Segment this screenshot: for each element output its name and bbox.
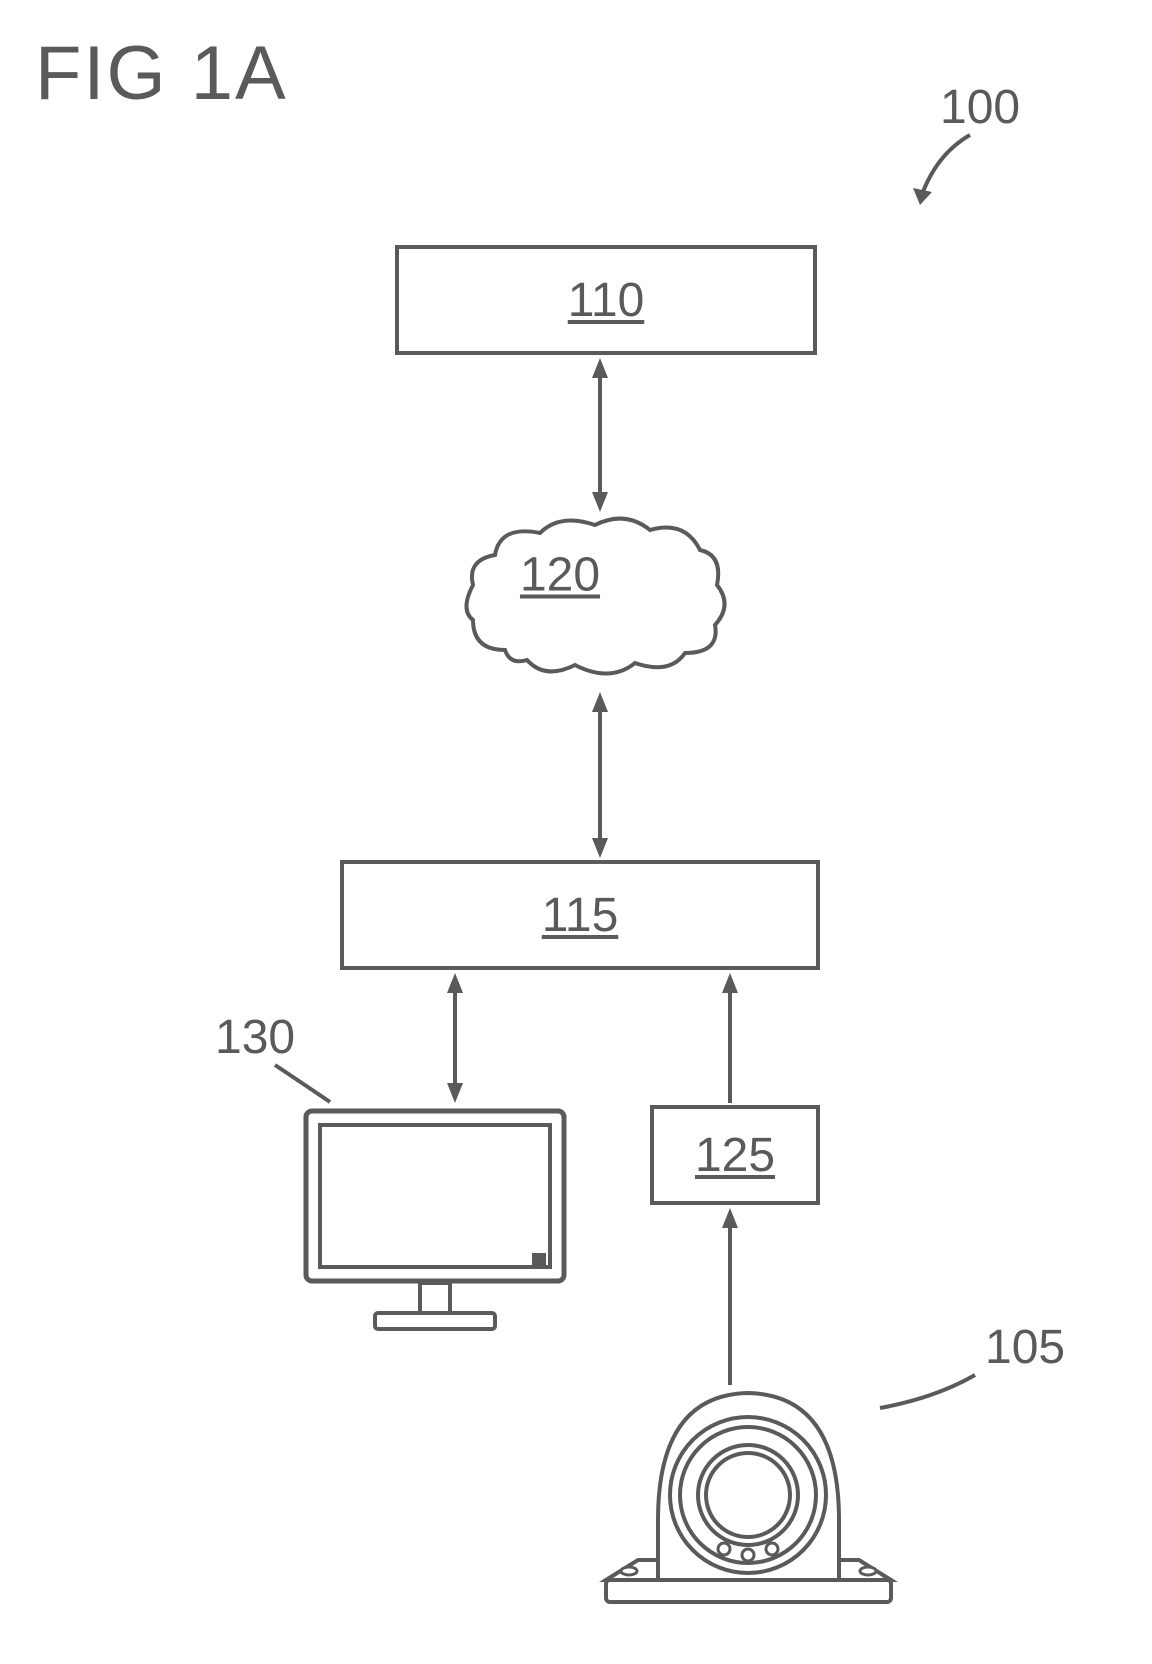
curve-105 <box>0 0 1152 1664</box>
bearing-icon <box>596 1365 906 1615</box>
